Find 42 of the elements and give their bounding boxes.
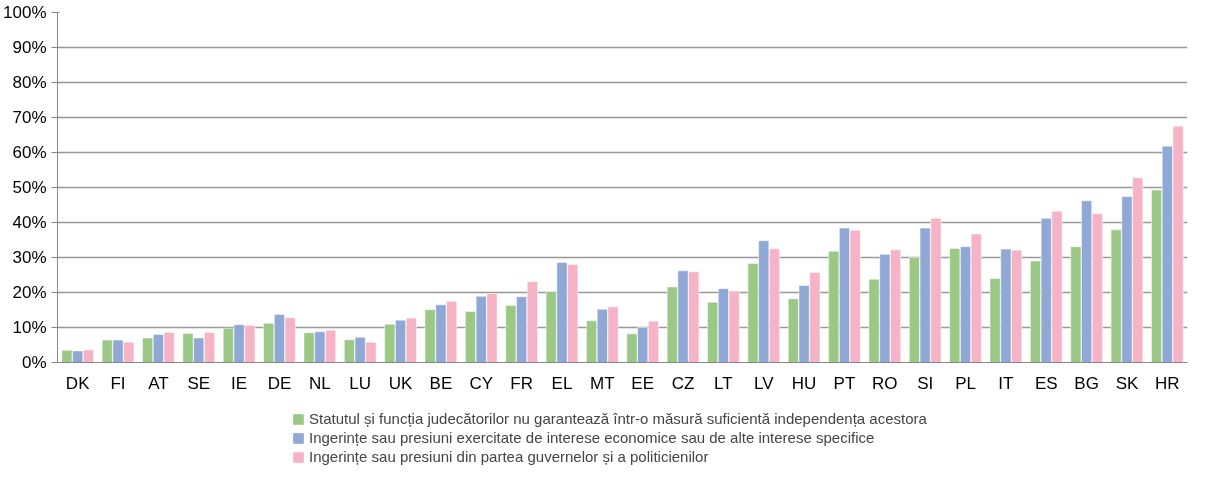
x-tick-label: BE [429,373,453,393]
x-tick-label: SI [917,373,934,393]
x-tick-label: DE [267,373,292,393]
y-tick-label: 0% [21,353,47,372]
x-tick-label: AT [148,373,169,393]
x-tick-label: NL [308,373,331,393]
x-tick-label: HU [791,373,817,393]
x-tick-label: BG [1074,373,1099,393]
x-tick-label: IT [998,373,1014,393]
x-tick-label: EL [551,373,573,393]
y-tick-label: 50% [12,178,47,197]
x-tick-label: LV [753,373,775,393]
y-tick-label: 70% [12,108,47,127]
x-tick-label: RO [872,373,898,393]
legend-label: Statutul și funcția judecătorilor nu garantează într-o măsură suficientă independența acestora [309,410,927,427]
x-tick-label: FR [510,373,533,393]
x-tick-label: PT [833,373,856,393]
y-tick-label: 40% [12,213,47,232]
legend-label: Ingerințe sau presiuni din partea guvernelor și a politicienilor [309,448,709,465]
y-tick-label: 80% [12,73,47,92]
x-tick-label: FI [110,373,126,393]
x-tick-label: PL [955,373,976,393]
x-tick-label: LT [714,373,733,393]
x-tick-label: CZ [671,373,695,393]
y-tick-label: 60% [12,143,47,162]
x-tick-label: UK [388,373,413,393]
y-tick-label: 100% [3,3,47,22]
x-tick-label: IE [231,373,248,393]
x-tick-label: LU [349,373,372,393]
y-tick-label: 30% [12,248,47,267]
x-tick-label: HR [1155,373,1180,393]
x-tick-label: CY [469,373,494,393]
x-tick-label: EE [631,373,655,393]
y-tick-label: 10% [12,318,47,337]
x-tick-label: MT [590,373,615,393]
x-tick-label: DK [65,373,91,393]
y-tick-label: 20% [12,283,47,302]
x-tick-label: ES [1034,373,1058,393]
y-tick-label: 90% [12,38,47,57]
x-tick-label: SE [187,373,211,393]
x-tick-label: SK [1115,373,1139,393]
legend-label: Ingerințe sau presiuni exercitate de interese economice sau de alte interese specifice [309,429,875,446]
